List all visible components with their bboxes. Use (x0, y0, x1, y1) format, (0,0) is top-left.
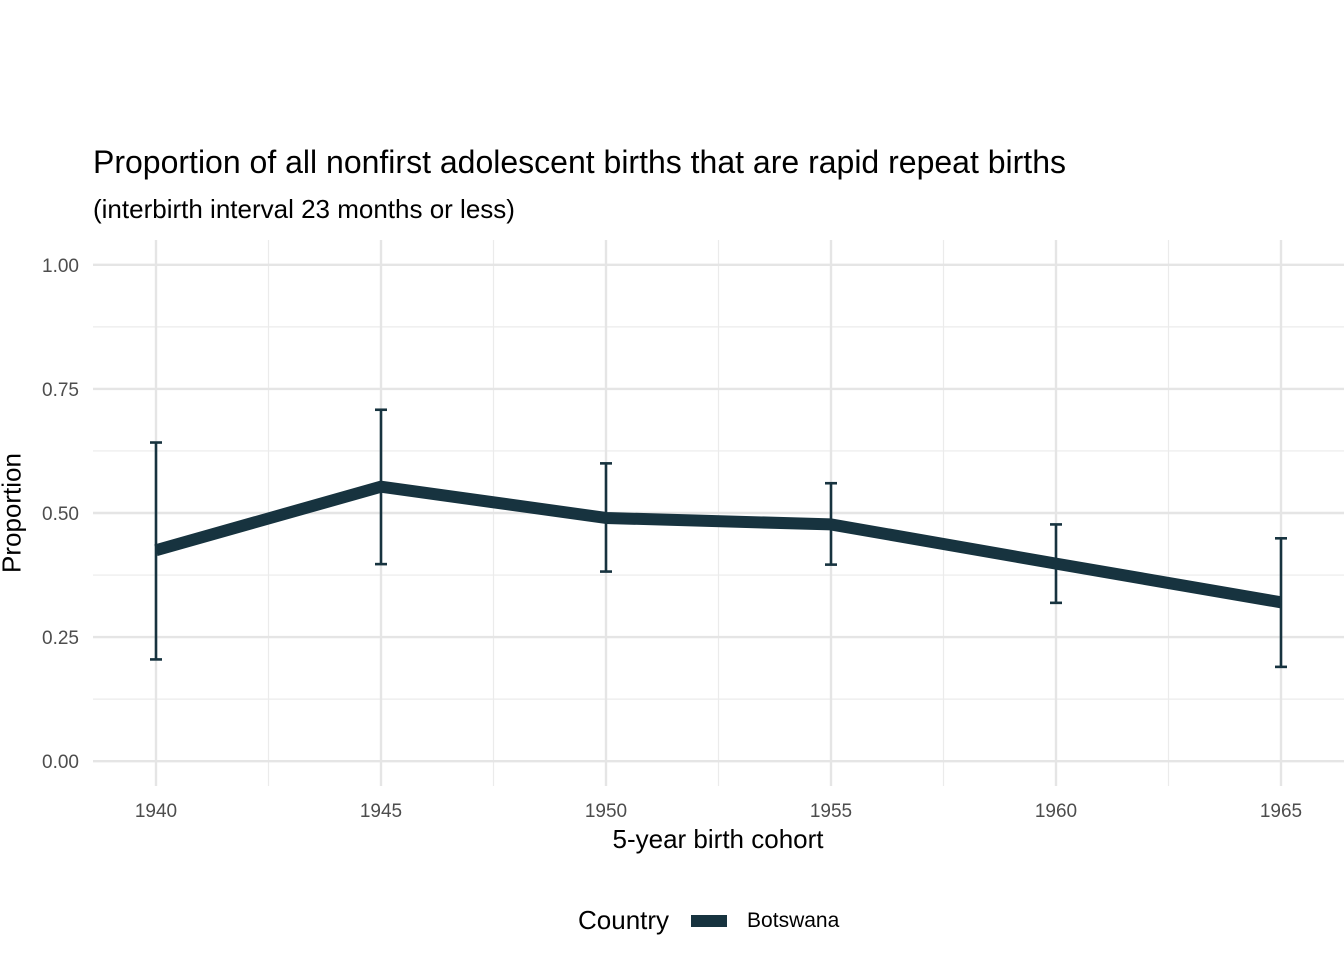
x-axis-label: 5-year birth cohort (612, 824, 824, 854)
x-axis-ticks: 1940 1945 1950 1955 1960 1965 (135, 801, 1302, 822)
x-tick-label: 1965 (1260, 801, 1302, 822)
x-tick-label: 1945 (360, 801, 402, 822)
legend: Country Botswana (578, 905, 839, 936)
y-tick-label: 0.00 (42, 752, 79, 773)
y-axis-label: Proportion (0, 453, 27, 573)
legend-label-botswana: Botswana (747, 908, 840, 932)
x-tick-label: 1950 (585, 801, 627, 822)
series-line-botswana (154, 480, 1283, 609)
y-axis-ticks: 0.00 0.25 0.50 0.75 1.00 (42, 256, 79, 773)
x-tick-label: 1955 (810, 801, 852, 822)
y-tick-label: 0.75 (42, 380, 79, 401)
x-tick-label: 1960 (1035, 801, 1077, 822)
chart-subtitle: (interbirth interval 23 months or less) (93, 194, 515, 224)
major-gridlines (93, 240, 1344, 786)
legend-title: Country (578, 905, 670, 935)
y-tick-label: 0.50 (42, 504, 79, 525)
chart-title: Proportion of all nonfirst adolescent bi… (93, 144, 1066, 180)
y-tick-label: 1.00 (42, 256, 79, 277)
error-bar (1275, 537, 1287, 669)
y-tick-label: 0.25 (42, 628, 79, 649)
error-bar (150, 441, 162, 661)
series-lines (154, 480, 1283, 609)
legend-key-botswana (691, 914, 728, 927)
x-tick-label: 1940 (135, 801, 177, 822)
